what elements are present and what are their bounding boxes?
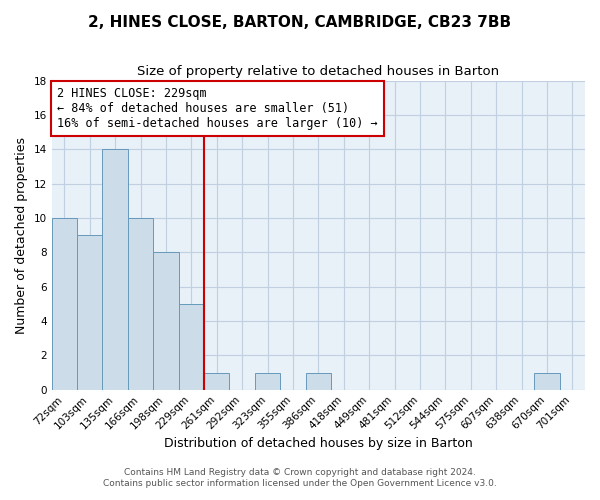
Bar	[305, 372, 331, 390]
Bar	[255, 372, 280, 390]
Text: 2, HINES CLOSE, BARTON, CAMBRIDGE, CB23 7BB: 2, HINES CLOSE, BARTON, CAMBRIDGE, CB23 …	[88, 15, 512, 30]
Bar	[103, 150, 128, 390]
Y-axis label: Number of detached properties: Number of detached properties	[15, 136, 28, 334]
Bar	[77, 235, 103, 390]
Bar	[179, 304, 204, 390]
Text: Contains HM Land Registry data © Crown copyright and database right 2024.
Contai: Contains HM Land Registry data © Crown c…	[103, 468, 497, 487]
X-axis label: Distribution of detached houses by size in Barton: Distribution of detached houses by size …	[164, 437, 473, 450]
Bar	[204, 372, 229, 390]
Text: 2 HINES CLOSE: 229sqm
← 84% of detached houses are smaller (51)
16% of semi-deta: 2 HINES CLOSE: 229sqm ← 84% of detached …	[57, 86, 377, 130]
Bar	[534, 372, 560, 390]
Bar	[128, 218, 153, 390]
Bar	[52, 218, 77, 390]
Title: Size of property relative to detached houses in Barton: Size of property relative to detached ho…	[137, 65, 499, 78]
Bar	[153, 252, 179, 390]
